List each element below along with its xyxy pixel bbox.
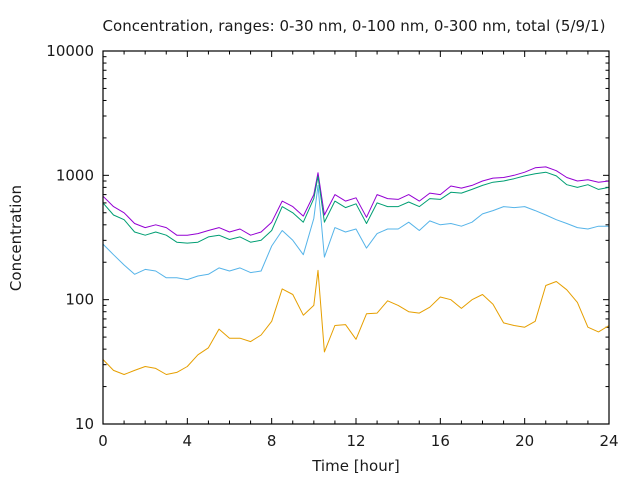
series-line-0-100-nm [102,184,609,281]
x-axis-label: Time [hour] [311,457,400,475]
series-line-0-30-nm [102,269,610,375]
x-tick-label: 4 [183,432,193,450]
y-tick-label: 10000 [46,42,94,60]
x-tick-label: 24 [599,432,618,450]
y-tick-label: 10 [75,415,94,433]
series-line-total [102,166,610,236]
x-tick-label: 12 [346,432,365,450]
x-tick-label: 0 [98,432,108,450]
x-tick-label: 16 [431,432,450,450]
x-tick-label: 8 [267,432,277,450]
series-line-0-300-nm [102,171,610,244]
x-tick-label: 20 [515,432,534,450]
y-axis-label: Concentration [7,185,25,291]
y-tick-label: 1000 [56,166,94,184]
plot-frame [102,50,610,425]
chart-title: Concentration, ranges: 0-30 nm, 0-100 nm… [103,17,606,35]
y-tick-label: 100 [65,291,94,309]
